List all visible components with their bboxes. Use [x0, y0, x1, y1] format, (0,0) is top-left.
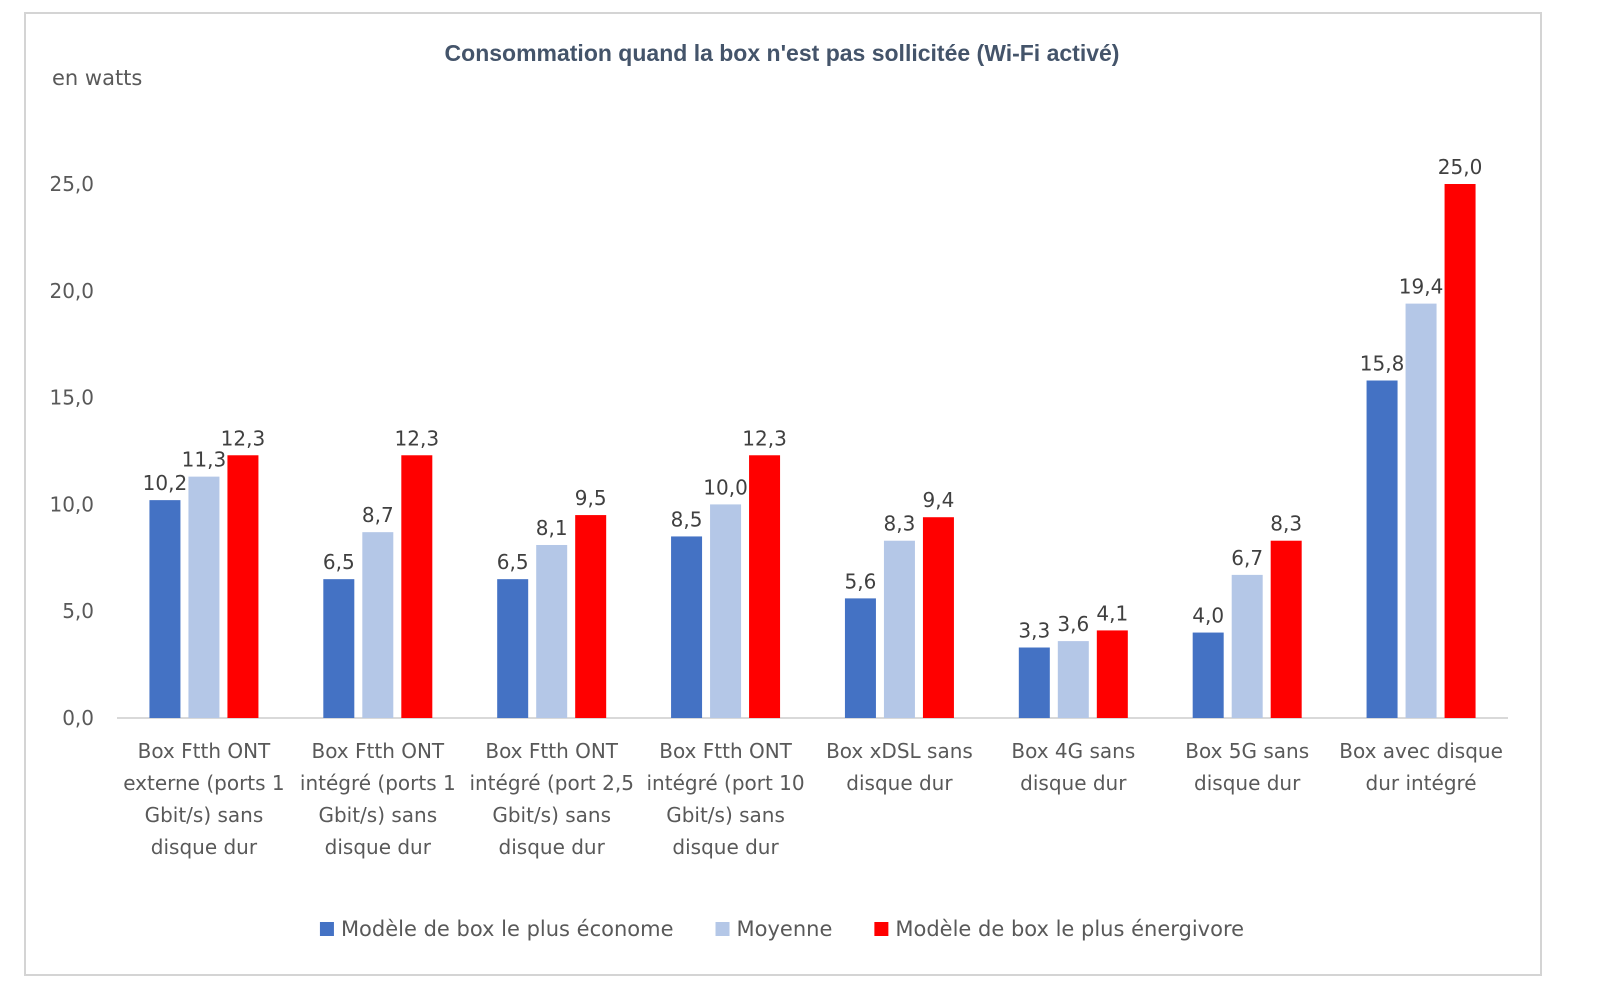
y-tick-label: 25,0: [49, 172, 94, 196]
bar: [844, 598, 876, 718]
category-label: Box 4G sans disque dur: [1011, 739, 1135, 795]
data-label: 12,3: [395, 426, 440, 450]
data-label: 10,2: [143, 471, 188, 495]
legend-label: Modèle de box le plus énergivore: [895, 917, 1244, 941]
category-label: Box Ftth ONT externe (ports 1 Gbit/s) sans…: [123, 739, 284, 859]
data-label: 6,7: [1231, 546, 1263, 570]
bar: [1192, 632, 1224, 718]
data-label: 9,5: [575, 486, 607, 510]
data-label: 10,0: [703, 475, 748, 499]
category-label: Box 5G sans disque dur: [1185, 739, 1309, 795]
bar: [1018, 647, 1050, 718]
category-labels-group: Box Ftth ONT externe (ports 1 Gbit/s) sans…: [123, 739, 1503, 859]
legend: Modèle de box le plus économe Moyenne Modè…: [319, 917, 1244, 941]
y-tick-label: 0,0: [62, 706, 94, 730]
bar: [188, 476, 220, 718]
legend-label: Modèle de box le plus économe: [341, 917, 674, 941]
category-label: Box avec disque dur intégré: [1339, 739, 1503, 795]
y-tick-label: 20,0: [49, 279, 94, 303]
data-label: 3,6: [1057, 612, 1089, 636]
category-label: Box Ftth ONT intégré (port 2,5 Gbit/s) san…: [469, 739, 633, 859]
bar: [883, 540, 915, 718]
data-label: 12,3: [742, 426, 787, 450]
data-label: 8,3: [1270, 512, 1302, 536]
legend-swatch: [874, 922, 889, 936]
bars-group: [149, 184, 1476, 718]
bar: [710, 504, 742, 718]
bar: [1270, 540, 1302, 718]
bar: [401, 455, 433, 718]
chart-frame: [24, 12, 1542, 976]
y-tick-label: 15,0: [49, 386, 94, 410]
data-label: 15,8: [1360, 352, 1405, 376]
data-label: 4,0: [1192, 604, 1224, 628]
legend-swatch: [715, 922, 730, 936]
data-label: 8,7: [362, 503, 394, 527]
data-label: 8,1: [536, 516, 568, 540]
data-label: 5,6: [845, 569, 877, 593]
bar: [1405, 303, 1437, 718]
bar: [749, 455, 781, 718]
data-label: 6,5: [497, 550, 529, 574]
bar: [1096, 630, 1128, 718]
bar: [362, 532, 394, 718]
bar: [1366, 380, 1398, 718]
bar: [1231, 574, 1263, 718]
y-tick-label: 10,0: [49, 492, 94, 516]
data-label: 8,5: [671, 507, 703, 531]
bar: [1057, 641, 1089, 718]
bar: [323, 579, 355, 718]
chart-title: Consommation quand la box n'est pas soll…: [445, 40, 1120, 66]
bar: [227, 455, 259, 718]
bar: [497, 579, 529, 718]
legend-label: Moyenne: [737, 917, 833, 941]
bar: [671, 536, 703, 718]
data-label: 6,5: [323, 550, 355, 574]
y-axis-ticks: 0,0 5,0 10,0 15,0 20,0 25,0: [49, 172, 94, 730]
category-label: Box Ftth ONT intégré (port 10 Gbit/s) sans…: [647, 739, 805, 859]
category-label: Box xDSL sans disque dur: [826, 739, 973, 795]
data-label: 11,3: [182, 448, 227, 472]
data-label: 12,3: [221, 426, 266, 450]
data-label: 8,3: [884, 512, 916, 536]
data-label: 25,0: [1438, 155, 1483, 179]
bar: [149, 500, 181, 718]
data-label: 4,1: [1096, 601, 1128, 625]
bar: [536, 544, 568, 718]
data-label: 9,4: [923, 488, 955, 512]
category-label: Box Ftth ONT intégré (ports 1 Gbit/s) sans…: [300, 739, 456, 859]
bar: [922, 517, 954, 718]
data-label: 3,3: [1018, 619, 1050, 643]
data-labels-group: 10,211,312,36,58,712,36,58,19,58,510,012…: [143, 155, 1483, 643]
bar: [575, 515, 607, 718]
y-axis-unit-label: en watts: [52, 66, 142, 90]
y-tick-label: 5,0: [62, 599, 94, 623]
data-label: 19,4: [1399, 275, 1444, 299]
legend-swatch: [319, 922, 334, 936]
bar: [1444, 184, 1476, 718]
